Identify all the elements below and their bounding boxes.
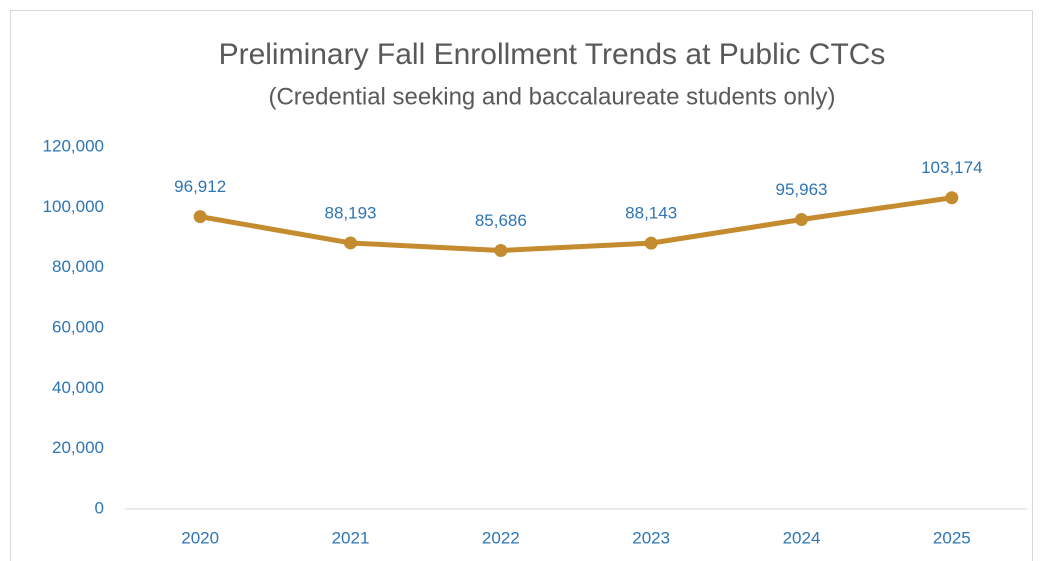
data-label: 88,193	[325, 203, 377, 222]
x-tick-label: 2023	[632, 528, 670, 547]
y-tick-label: 120,000	[43, 136, 104, 155]
point-marker	[795, 213, 808, 227]
data-label: 96,912	[174, 177, 226, 196]
chart-title: Preliminary Fall Enrollment Trends at Pu…	[219, 38, 886, 71]
y-tick-label: 60,000	[52, 317, 104, 336]
x-tick-label: 2021	[332, 528, 370, 547]
point-marker	[193, 210, 207, 224]
x-tick-label: 2025	[933, 528, 971, 547]
data-label: 103,174	[921, 158, 982, 177]
chart-subtitle: (Credential seeking and baccalaureate st…	[268, 83, 835, 110]
x-tick-label: 2024	[783, 528, 821, 547]
x-tick-label: 2022	[482, 528, 520, 547]
y-tick-label: 40,000	[52, 378, 104, 397]
point-marker	[644, 236, 658, 250]
chart-border	[10, 10, 1033, 561]
data-label: 88,143	[625, 204, 677, 223]
y-tick-label: 100,000	[43, 197, 104, 216]
x-tick-label: 2020	[181, 528, 219, 547]
point-marker	[494, 244, 508, 258]
y-tick-label: 20,000	[52, 438, 104, 457]
y-tick-label: 0	[95, 498, 104, 517]
point-marker	[344, 236, 357, 250]
data-label: 85,686	[475, 211, 527, 230]
data-label: 95,963	[776, 180, 828, 199]
point-marker	[945, 191, 959, 205]
series-line	[199, 195, 953, 254]
y-tick-label: 80,000	[52, 257, 104, 276]
